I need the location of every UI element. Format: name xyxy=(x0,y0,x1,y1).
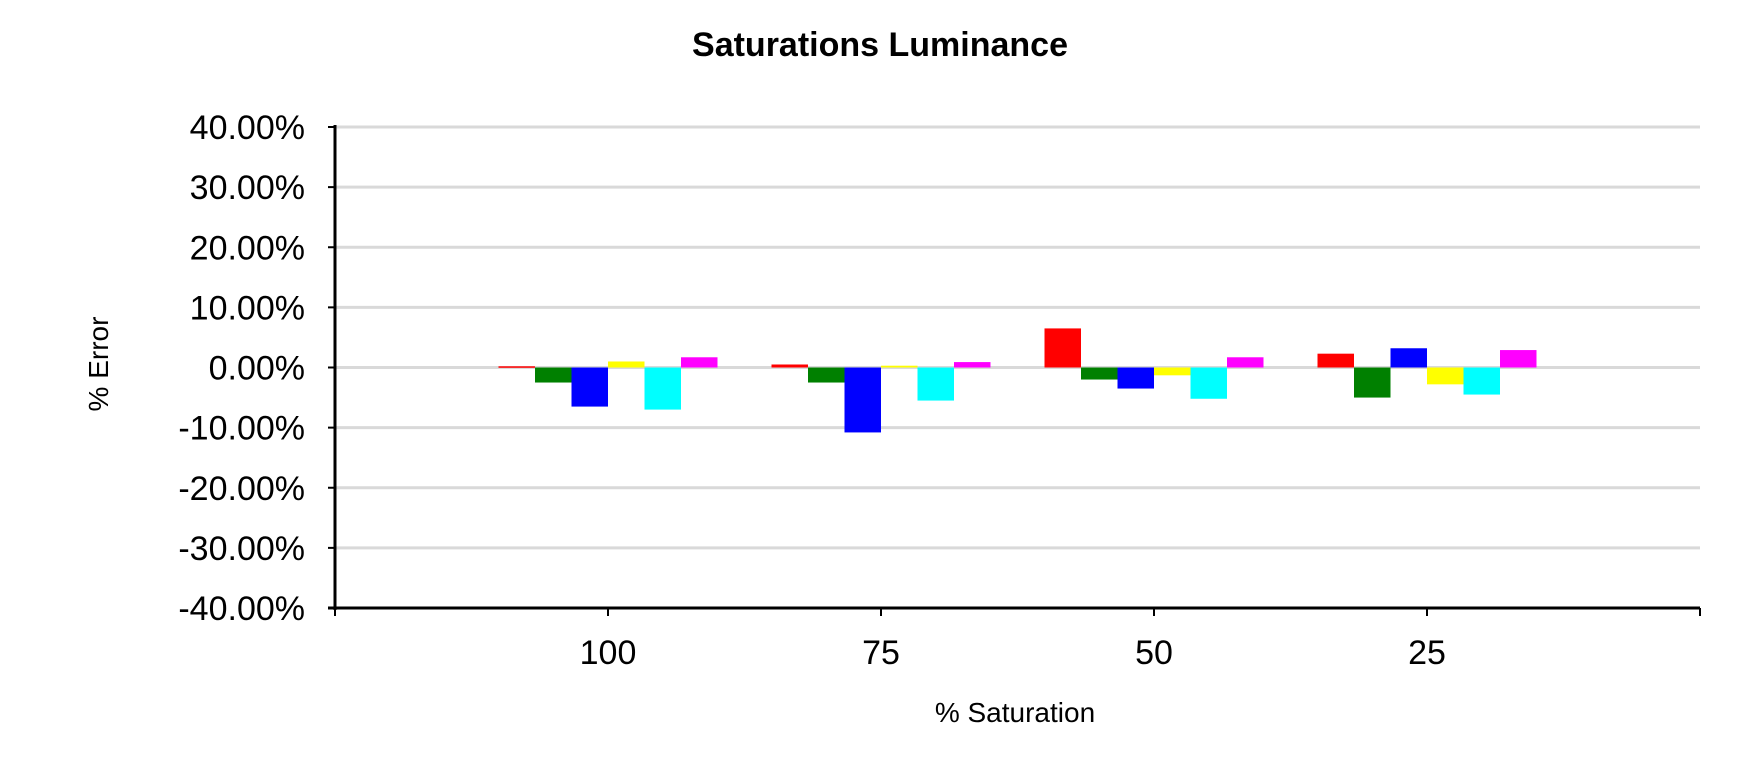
gridlines xyxy=(335,125,1700,550)
bar xyxy=(681,357,718,368)
bars xyxy=(498,328,1537,433)
bar xyxy=(571,367,608,407)
bar xyxy=(1390,348,1427,368)
bar xyxy=(1190,367,1227,399)
y-tick-label: 20.00% xyxy=(190,229,305,267)
y-tick-label: 0.00% xyxy=(209,350,305,388)
bar xyxy=(881,365,918,368)
bar xyxy=(1427,367,1464,385)
bar xyxy=(1044,328,1081,368)
bar xyxy=(1081,367,1118,380)
bar xyxy=(498,366,535,368)
y-tick-label: -40.00% xyxy=(178,590,305,628)
bar xyxy=(808,367,845,383)
bar xyxy=(608,361,645,368)
bar xyxy=(1154,367,1191,376)
y-tick-label: -10.00% xyxy=(178,410,305,448)
bar xyxy=(1463,367,1500,395)
bar xyxy=(771,364,808,368)
bar xyxy=(1354,367,1391,398)
y-tick-label: 40.00% xyxy=(190,109,305,147)
x-tick-labels: 100 75 50 25 xyxy=(580,634,1446,672)
bar xyxy=(917,367,954,401)
y-tick-label: -20.00% xyxy=(178,470,305,508)
x-tick-label: 100 xyxy=(580,634,637,672)
y-tick-label: -30.00% xyxy=(178,530,305,568)
y-tick-labels: 40.00% 30.00% 20.00% 10.00% 0.00% -10.00% -20.… xyxy=(178,109,305,628)
chart-title: Saturations Luminance xyxy=(692,26,1068,64)
y-tick-label: 30.00% xyxy=(190,169,305,207)
y-tick-label: 10.00% xyxy=(190,289,305,327)
axes xyxy=(328,125,1701,616)
bar xyxy=(644,367,681,410)
bar xyxy=(844,367,881,433)
bar xyxy=(1317,353,1354,368)
x-tick-label: 50 xyxy=(1135,634,1173,672)
x-tick-label: 25 xyxy=(1408,634,1446,672)
bar xyxy=(1227,357,1264,368)
x-tick-label: 75 xyxy=(862,634,900,672)
bar xyxy=(954,362,991,368)
x-axis-label: % Saturation xyxy=(935,697,1095,728)
bar xyxy=(1117,367,1154,389)
bar xyxy=(535,367,572,383)
y-axis-label: % Error xyxy=(83,317,114,412)
bar xyxy=(1500,350,1537,368)
